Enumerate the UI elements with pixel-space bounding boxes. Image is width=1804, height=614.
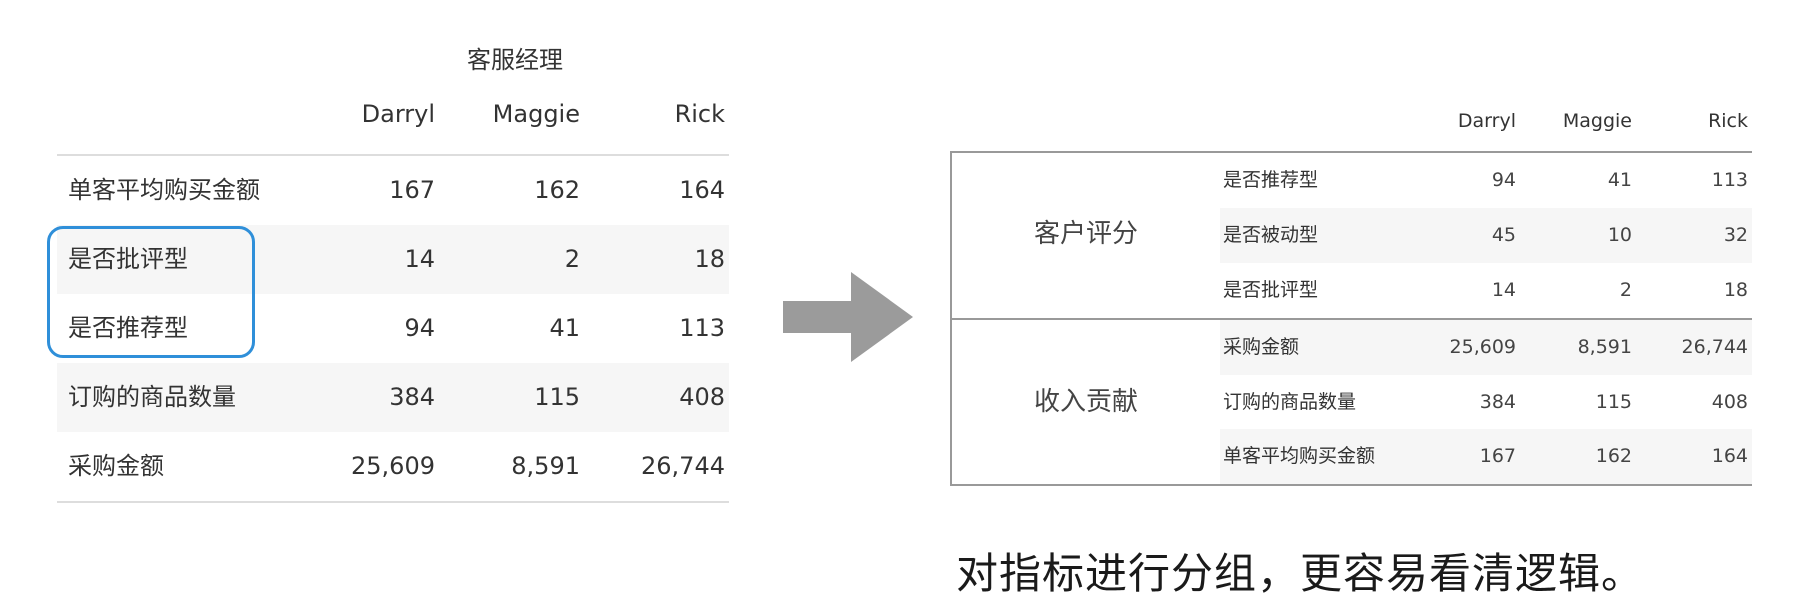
right-column-header-maggie: Maggie: [1562, 110, 1632, 132]
left-cell: 25,609: [351, 452, 435, 480]
right-cell: 408: [1711, 391, 1748, 413]
left-cell: 18: [694, 245, 725, 273]
right-cell: 164: [1711, 445, 1748, 467]
left-row-label: 是否推荐型: [68, 314, 188, 342]
left-cell: 408: [679, 383, 725, 411]
left-column-header-maggie: Maggie: [492, 100, 580, 128]
left-column-header-rick: Rick: [674, 100, 725, 128]
right-cell: 162: [1595, 445, 1632, 467]
right-cell: 384: [1479, 391, 1516, 413]
right-table-row: 是否被动型 45 10 32: [1220, 208, 1752, 263]
left-group-header: 客服经理: [467, 46, 563, 74]
right-cell: 8,591: [1577, 336, 1632, 358]
left-cell: 8,591: [511, 452, 580, 480]
right-cell: 32: [1723, 224, 1748, 246]
left-table-row: 订购的商品数量 384 115 408: [57, 363, 729, 432]
left-table-row: 是否推荐型 94 41 113: [57, 294, 729, 363]
right-cell: 115: [1595, 391, 1632, 413]
left-cell: 164: [679, 176, 725, 204]
right-cell: 25,609: [1449, 336, 1516, 358]
left-table-row: 单客平均购买金额 167 162 164: [57, 156, 729, 225]
right-row-label: 采购金额: [1223, 336, 1300, 358]
left-table-top-rule: [57, 154, 729, 156]
left-cell: 94: [404, 314, 435, 342]
left-cell: 113: [679, 314, 725, 342]
right-cell: 113: [1711, 169, 1748, 191]
group-label-customer-rating: 客户评分: [1033, 219, 1138, 249]
right-table-row: 采购金额 25,609 8,591 26,744: [1220, 320, 1752, 375]
right-arrow-icon: [783, 272, 913, 362]
left-table-bottom-rule: [57, 501, 729, 503]
left-cell: 14: [404, 245, 435, 273]
left-cell: 162: [534, 176, 580, 204]
right-column-header-darryl: Darryl: [1457, 110, 1516, 132]
right-table-row: 单客平均购买金额 167 162 164: [1220, 429, 1752, 484]
left-table-row: 是否批评型 14 2 18: [57, 225, 729, 294]
right-table-top-rule: [950, 151, 1752, 153]
right-table-row: 是否批评型 14 2 18: [1220, 263, 1752, 318]
left-row-label: 订购的商品数量: [68, 383, 236, 411]
right-cell: 167: [1479, 445, 1516, 467]
left-cell: 115: [534, 383, 580, 411]
left-row-label: 采购金额: [68, 452, 164, 480]
left-cell: 41: [549, 314, 580, 342]
left-table-row: 采购金额 25,609 8,591 26,744: [57, 432, 729, 501]
right-cell: 14: [1491, 279, 1516, 301]
right-cell: 10: [1607, 224, 1632, 246]
left-cell: 384: [389, 383, 435, 411]
right-cell: 2: [1619, 279, 1632, 301]
left-row-label: 是否批评型: [68, 245, 188, 273]
right-cell: 94: [1491, 169, 1516, 191]
left-column-header-darryl: Darryl: [361, 100, 435, 128]
right-table-row: 是否推荐型 94 41 113: [1220, 153, 1752, 208]
right-table-group-divider: [950, 318, 1752, 320]
right-row-label: 订购的商品数量: [1223, 391, 1357, 413]
left-cell: 2: [564, 245, 580, 273]
right-cell: 41: [1607, 169, 1632, 191]
right-row-label: 单客平均购买金额: [1223, 445, 1376, 467]
group-label-revenue-contribution: 收入贡献: [1033, 387, 1138, 417]
right-row-label: 是否批评型: [1223, 279, 1319, 301]
highlight-box: [47, 226, 255, 358]
right-cell: 45: [1491, 224, 1516, 246]
right-cell: 26,744: [1681, 336, 1748, 358]
caption: 对指标进行分组，更容易看清逻辑。: [956, 549, 1645, 598]
right-row-label: 是否被动型: [1223, 224, 1319, 246]
right-table-left-border: [950, 151, 952, 486]
right-cell: 18: [1723, 279, 1748, 301]
right-row-label: 是否推荐型: [1223, 169, 1319, 191]
left-row-label: 单客平均购买金额: [68, 176, 260, 204]
right-table-bottom-rule: [950, 484, 1752, 486]
right-column-header-rick: Rick: [1708, 110, 1748, 132]
left-cell: 167: [389, 176, 435, 204]
left-cell: 26,744: [641, 452, 725, 480]
right-table-row: 订购的商品数量 384 115 408: [1220, 375, 1752, 430]
